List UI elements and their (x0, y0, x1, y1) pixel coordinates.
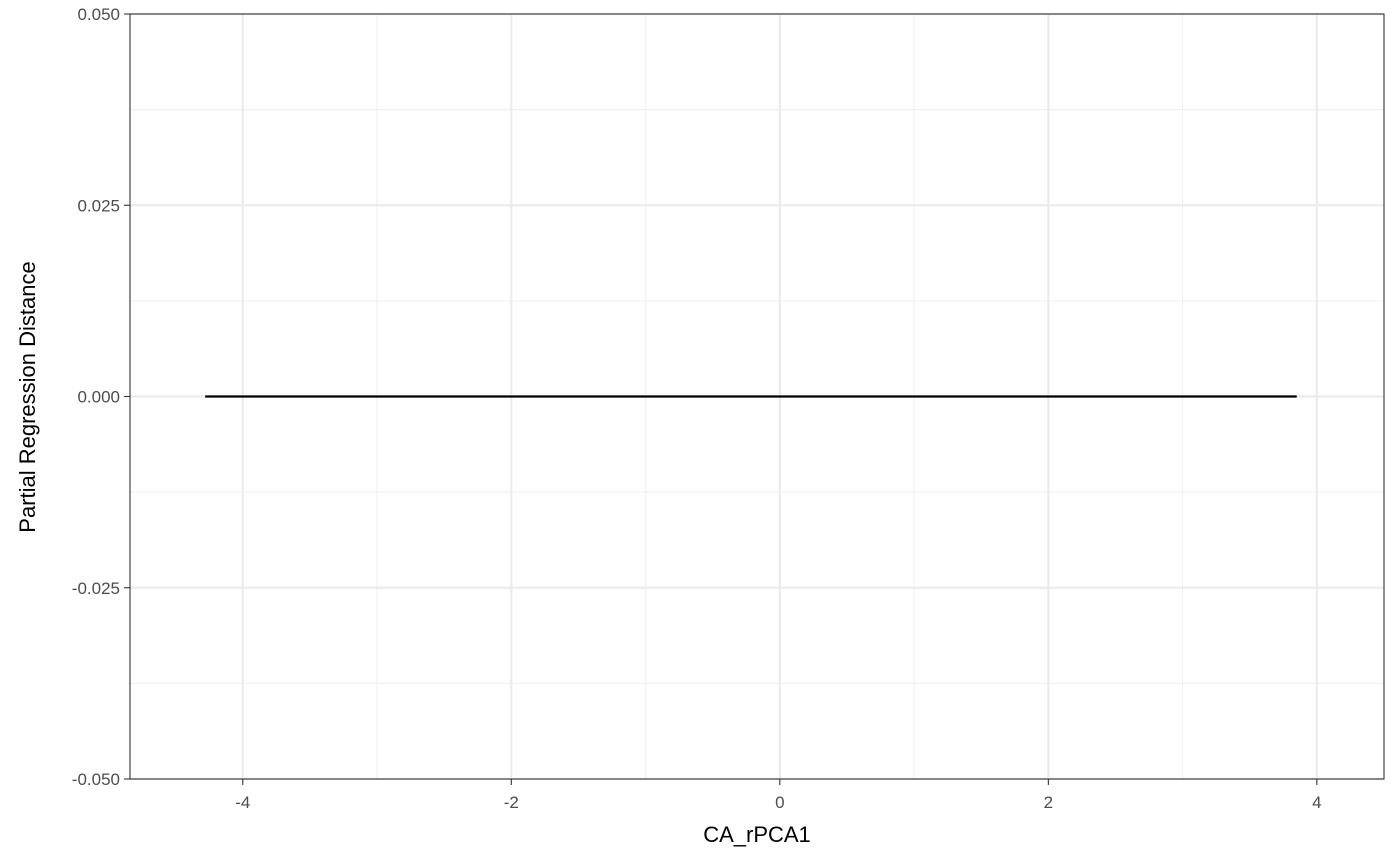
y-tick-label: 0.000 (77, 388, 120, 407)
x-tick-label: -2 (504, 793, 519, 812)
x-tick-label: 0 (775, 793, 784, 812)
y-tick-label: -0.025 (72, 579, 120, 598)
x-axis: -4 -2 0 2 4 (235, 779, 1322, 812)
y-tick-label: -0.050 (72, 770, 120, 789)
x-tick-label: 4 (1312, 793, 1321, 812)
y-tick-label: 0.050 (77, 5, 120, 24)
x-tick-label: -4 (235, 793, 250, 812)
y-axis-title: Partial Regression Distance (15, 261, 40, 532)
y-axis: -0.050 -0.025 0.000 0.025 0.050 (72, 5, 130, 789)
x-tick-label: 2 (1044, 793, 1053, 812)
y-tick-label: 0.025 (77, 196, 120, 215)
x-axis-title: CA_rPCA1 (703, 822, 811, 847)
